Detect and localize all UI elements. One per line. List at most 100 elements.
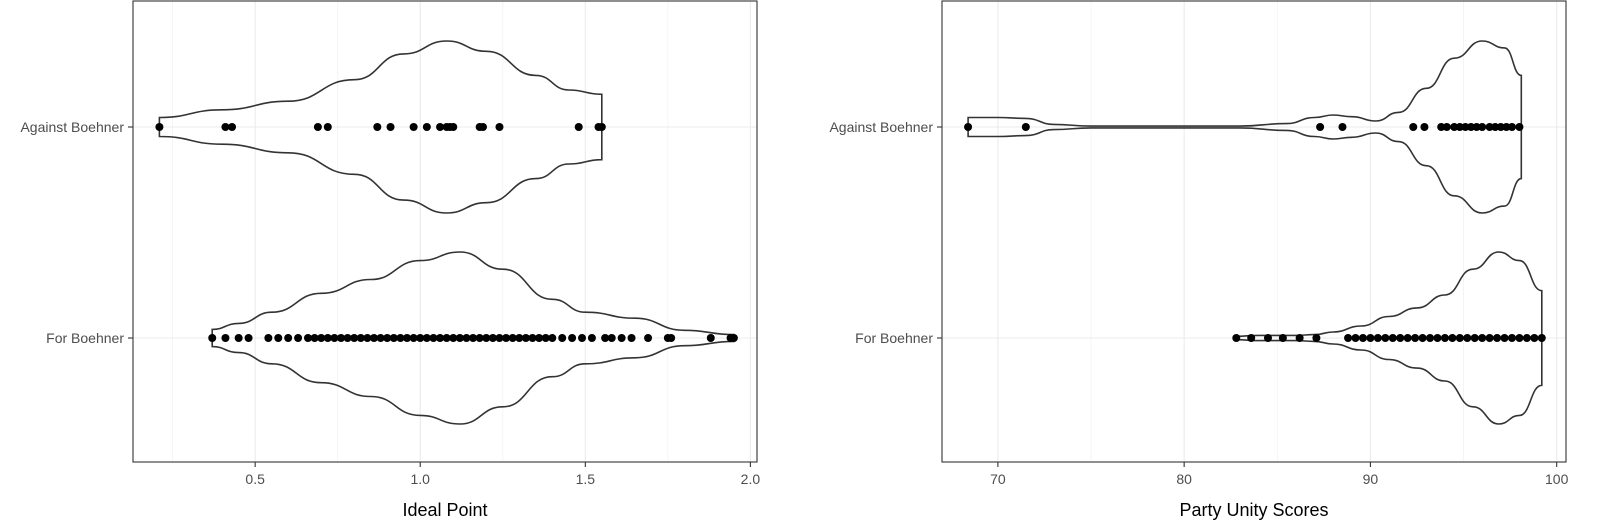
data-point bbox=[303, 334, 312, 342]
data-point bbox=[1232, 334, 1241, 342]
data-point bbox=[1442, 123, 1451, 131]
data-point bbox=[469, 334, 478, 342]
data-point bbox=[221, 123, 230, 131]
violin-for-boehner bbox=[1235, 251, 1543, 425]
data-point bbox=[1463, 334, 1472, 342]
data-point bbox=[1455, 123, 1464, 131]
data-point bbox=[403, 334, 412, 342]
data-point bbox=[729, 334, 738, 342]
data-point bbox=[409, 334, 418, 342]
data-point bbox=[1021, 123, 1030, 131]
data-point bbox=[508, 334, 517, 342]
violin-against-boehner bbox=[967, 40, 1523, 214]
x-tick-label: 70 bbox=[990, 471, 1006, 487]
data-point bbox=[1426, 334, 1435, 342]
violin-against-boehner bbox=[158, 40, 603, 214]
data-point bbox=[449, 334, 458, 342]
panel-background bbox=[942, 1, 1566, 462]
data-point bbox=[455, 334, 464, 342]
data-point bbox=[475, 334, 484, 342]
data-point bbox=[274, 334, 283, 342]
data-point bbox=[964, 123, 973, 131]
data-point bbox=[221, 334, 230, 342]
data-point bbox=[587, 334, 596, 342]
data-point bbox=[644, 334, 653, 342]
data-point bbox=[1507, 123, 1516, 131]
data-point bbox=[541, 334, 550, 342]
data-point bbox=[1467, 123, 1476, 131]
data-point bbox=[383, 334, 392, 342]
x-tick-label: 1.0 bbox=[411, 471, 431, 487]
data-point bbox=[1485, 334, 1494, 342]
data-point bbox=[1500, 334, 1509, 342]
data-point bbox=[521, 334, 530, 342]
data-point bbox=[330, 334, 339, 342]
data-point bbox=[449, 123, 458, 131]
data-point bbox=[1295, 334, 1304, 342]
data-point bbox=[1491, 123, 1500, 131]
data-point bbox=[1388, 334, 1397, 342]
data-point bbox=[1507, 334, 1516, 342]
data-point bbox=[436, 334, 445, 342]
panel-background bbox=[133, 1, 757, 462]
data-point bbox=[462, 334, 471, 342]
data-point bbox=[601, 334, 610, 342]
data-point bbox=[1381, 334, 1390, 342]
data-point bbox=[1485, 123, 1494, 131]
data-point bbox=[1373, 334, 1382, 342]
data-point bbox=[1312, 334, 1321, 342]
x-tick-label: 80 bbox=[1176, 471, 1192, 487]
data-point bbox=[1496, 123, 1505, 131]
data-point bbox=[488, 334, 497, 342]
data-point bbox=[1247, 334, 1256, 342]
data-point bbox=[667, 334, 676, 342]
data-point bbox=[442, 334, 451, 342]
data-point bbox=[558, 334, 567, 342]
data-point bbox=[1455, 334, 1464, 342]
data-point bbox=[244, 334, 253, 342]
data-point bbox=[528, 334, 537, 342]
data-point bbox=[356, 334, 365, 342]
data-point bbox=[1522, 334, 1531, 342]
y-tick-label: Against Boehner bbox=[829, 119, 933, 135]
data-point bbox=[578, 334, 587, 342]
data-point bbox=[1418, 334, 1427, 342]
data-point bbox=[1450, 123, 1459, 131]
data-point bbox=[1515, 334, 1524, 342]
data-point bbox=[1420, 123, 1429, 131]
data-point bbox=[350, 334, 359, 342]
data-point bbox=[1396, 334, 1405, 342]
data-point bbox=[1358, 334, 1367, 342]
data-point bbox=[155, 123, 164, 131]
x-tick-label: 100 bbox=[1545, 471, 1569, 487]
data-point bbox=[317, 334, 326, 342]
y-tick-label: For Boehner bbox=[46, 330, 124, 346]
data-point bbox=[313, 123, 322, 131]
data-point bbox=[1440, 334, 1449, 342]
data-point bbox=[323, 334, 332, 342]
data-point bbox=[310, 334, 319, 342]
data-point bbox=[370, 334, 379, 342]
data-point bbox=[429, 334, 438, 342]
data-point bbox=[376, 334, 385, 342]
data-point bbox=[1448, 334, 1457, 342]
data-point bbox=[1437, 123, 1446, 131]
data-point bbox=[228, 123, 237, 131]
data-point bbox=[343, 334, 352, 342]
data-point bbox=[495, 123, 504, 131]
data-point bbox=[548, 334, 557, 342]
data-point bbox=[386, 123, 395, 131]
data-point bbox=[337, 334, 345, 342]
data-point bbox=[1478, 123, 1487, 131]
y-tick-label: For Boehner bbox=[855, 330, 933, 346]
ideal-point-panel: Against Boehner For Boehner 0.5 1.0 1.5 2.0 Id… bbox=[20, 0, 760, 520]
data-point bbox=[495, 334, 504, 342]
data-point bbox=[1493, 334, 1502, 342]
data-point bbox=[284, 334, 293, 342]
data-point bbox=[363, 334, 372, 342]
x-tick-label: 0.5 bbox=[245, 471, 265, 487]
data-point bbox=[706, 334, 715, 342]
data-point bbox=[436, 123, 445, 131]
data-point bbox=[208, 334, 217, 342]
